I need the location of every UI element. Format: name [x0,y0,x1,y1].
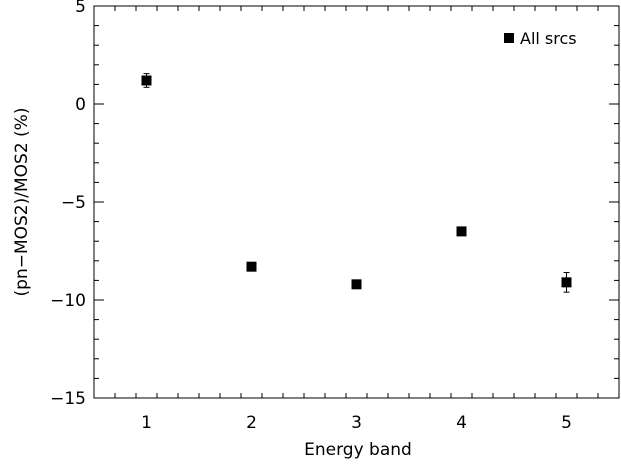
y-tick-label: 5 [75,0,86,17]
y-tick-label: −10 [50,291,86,311]
data-point [246,261,257,272]
x-tick-label: 3 [351,413,362,433]
x-axis-title: Energy band [304,440,412,460]
data-point [141,75,152,86]
legend-label: All srcs [520,29,577,48]
data-point [561,277,572,288]
plot-frame [93,5,620,399]
x-tick-label: 1 [141,413,152,433]
y-axis-title: (pn−MOS2)/MOS2 (%) [12,108,32,297]
legend: All srcs [504,29,577,48]
x-tick-label: 2 [246,413,257,433]
y-tick-label: −5 [61,193,86,213]
x-tick-label: 5 [561,413,572,433]
y-tick-label: −15 [50,389,86,409]
axes: −15 −10 −5 0 5 1 2 3 4 5 [50,0,620,433]
data-marks [141,73,572,293]
x-tick-label: 4 [456,413,467,433]
data-point [351,279,362,290]
legend-marker [504,33,514,43]
y-tick-label: 0 [75,95,86,115]
data-point [456,226,467,237]
